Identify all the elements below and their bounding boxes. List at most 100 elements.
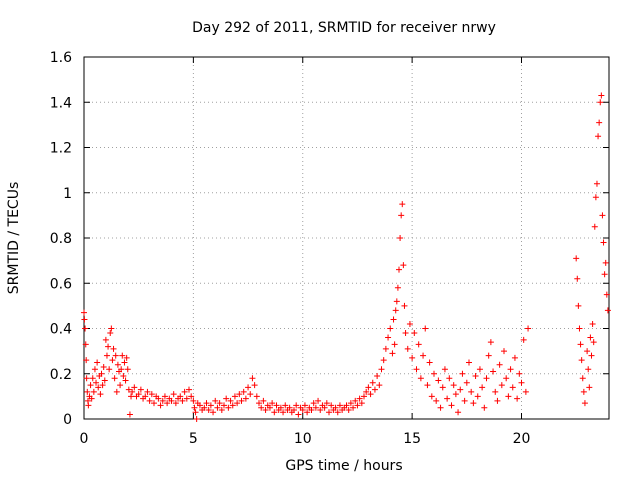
data-point: [210, 409, 217, 416]
data-point: [394, 284, 401, 291]
data-point: [509, 384, 516, 391]
data-point: [84, 388, 91, 395]
data-point: [95, 384, 102, 391]
data-point: [225, 404, 232, 411]
data-point: [247, 391, 254, 398]
data-point: [343, 402, 350, 409]
data-point: [105, 343, 112, 350]
data-point: [365, 384, 372, 391]
data-point: [221, 402, 227, 409]
data-point: [470, 400, 477, 407]
x-tick-label: 20: [513, 431, 531, 447]
data-point: [312, 404, 319, 411]
data-point: [146, 397, 153, 404]
data-point: [507, 366, 514, 373]
data-point: [83, 375, 90, 382]
data-point: [494, 397, 501, 404]
data-point: [450, 382, 457, 389]
data-point: [439, 384, 446, 391]
data-point: [516, 370, 523, 377]
data-point: [496, 361, 503, 368]
data-point: [97, 391, 104, 398]
data-point: [492, 388, 499, 395]
data-point: [218, 406, 225, 413]
data-point: [361, 393, 367, 400]
data-point: [240, 388, 247, 395]
data-point: [604, 307, 611, 314]
data-point: [119, 352, 126, 359]
data-point: [81, 316, 88, 323]
data-point: [589, 320, 596, 327]
data-point: [103, 352, 110, 359]
data-point: [83, 357, 90, 364]
data-point: [188, 393, 195, 400]
data-point: [227, 397, 234, 404]
data-point: [397, 235, 404, 241]
data-point: [271, 409, 278, 416]
data-point: [483, 375, 490, 382]
data-point: [441, 366, 448, 373]
y-tick-label: 0.4: [50, 322, 72, 338]
data-point: [576, 325, 583, 332]
data-point: [597, 99, 604, 106]
data-point: [588, 352, 595, 359]
data-point: [90, 388, 97, 395]
data-point: [135, 391, 142, 398]
data-point: [371, 386, 378, 393]
data-point: [304, 409, 311, 416]
data-point: [585, 366, 592, 373]
y-tick-label: 0: [63, 412, 72, 428]
data-point: [380, 357, 387, 364]
data-point: [390, 316, 397, 323]
data-point: [498, 382, 505, 389]
data-point: [382, 345, 389, 352]
data-point: [435, 377, 442, 384]
data-point: [501, 348, 507, 355]
axis-ticks: 0 0.2 0.4 0.6 0.8 1 1.2 1.4 1.6 0 5 10 15 20: [50, 50, 609, 447]
data-point: [214, 404, 221, 411]
data-point: [321, 404, 328, 411]
x-tick-label: 15: [403, 431, 421, 447]
data-point: [102, 336, 109, 343]
data-point: [476, 366, 483, 373]
data-point: [120, 373, 127, 380]
data-point: [392, 307, 399, 314]
data-point: [574, 275, 581, 282]
data-point: [266, 404, 273, 411]
data-point: [201, 404, 208, 411]
data-point: [82, 341, 89, 348]
data-point: [581, 400, 588, 407]
data-point: [358, 400, 365, 407]
data-point: [144, 388, 151, 395]
data-point: [326, 409, 332, 416]
data-point: [192, 409, 199, 416]
data-point: [525, 325, 532, 332]
data-point: [191, 404, 198, 411]
x-axis-label: GPS time / hours: [285, 458, 402, 474]
grid-lines: [84, 57, 609, 419]
x-tick-label: 0: [80, 431, 89, 447]
data-point: [363, 388, 370, 395]
data-point: [181, 388, 188, 395]
data-point: [433, 397, 440, 404]
y-tick-label: 1.4: [50, 95, 72, 111]
data-point: [391, 341, 398, 348]
data-point: [258, 404, 265, 411]
data-point: [193, 416, 200, 422]
data-point: [479, 384, 486, 391]
y-tick-label: 0.6: [50, 276, 72, 292]
data-point: [402, 330, 409, 337]
data-point: [601, 271, 608, 278]
data-point: [452, 391, 459, 398]
data-point: [113, 388, 120, 395]
data-point: [110, 345, 117, 352]
data-point: [293, 402, 300, 409]
data-point: [503, 375, 510, 382]
data-point: [446, 375, 453, 382]
data-point: [354, 402, 361, 409]
data-point: [352, 397, 359, 404]
data-point: [431, 370, 437, 377]
data-point: [463, 379, 470, 386]
data-point: [203, 400, 210, 407]
data-point: [459, 370, 466, 377]
